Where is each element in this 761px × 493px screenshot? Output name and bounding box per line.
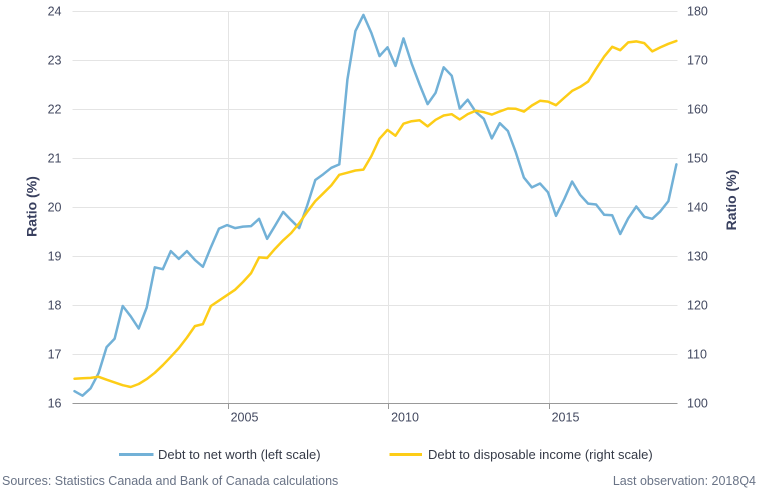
svg-text:2015: 2015 [552,411,580,425]
svg-text:22: 22 [48,103,62,117]
svg-text:Sources: Statistics Canada and: Sources: Statistics Canada and Bank of C… [2,474,338,488]
svg-text:Debt to disposable income (rig: Debt to disposable income (right scale) [428,447,653,462]
svg-text:180: 180 [687,5,708,19]
svg-text:110: 110 [687,348,707,362]
svg-text:150: 150 [687,152,708,166]
svg-text:21: 21 [48,152,62,166]
svg-text:2005: 2005 [231,411,259,425]
svg-text:16: 16 [48,397,62,411]
svg-text:130: 130 [687,250,708,264]
svg-text:2010: 2010 [391,411,419,425]
svg-text:170: 170 [687,54,708,68]
svg-text:Ratio (%): Ratio (%) [723,170,739,231]
svg-text:Ratio (%): Ratio (%) [24,176,40,237]
svg-text:19: 19 [48,250,62,264]
svg-text:Last observation: 2018Q4: Last observation: 2018Q4 [613,474,756,488]
svg-text:23: 23 [48,54,62,68]
svg-text:140: 140 [687,201,708,215]
svg-text:Debt to net worth (left scale): Debt to net worth (left scale) [158,447,321,462]
svg-text:18: 18 [48,299,62,313]
svg-text:20: 20 [48,201,62,215]
svg-text:100: 100 [687,397,708,411]
svg-text:24: 24 [48,5,62,19]
svg-text:17: 17 [48,348,62,362]
svg-text:120: 120 [687,299,708,313]
svg-text:160: 160 [687,103,708,117]
